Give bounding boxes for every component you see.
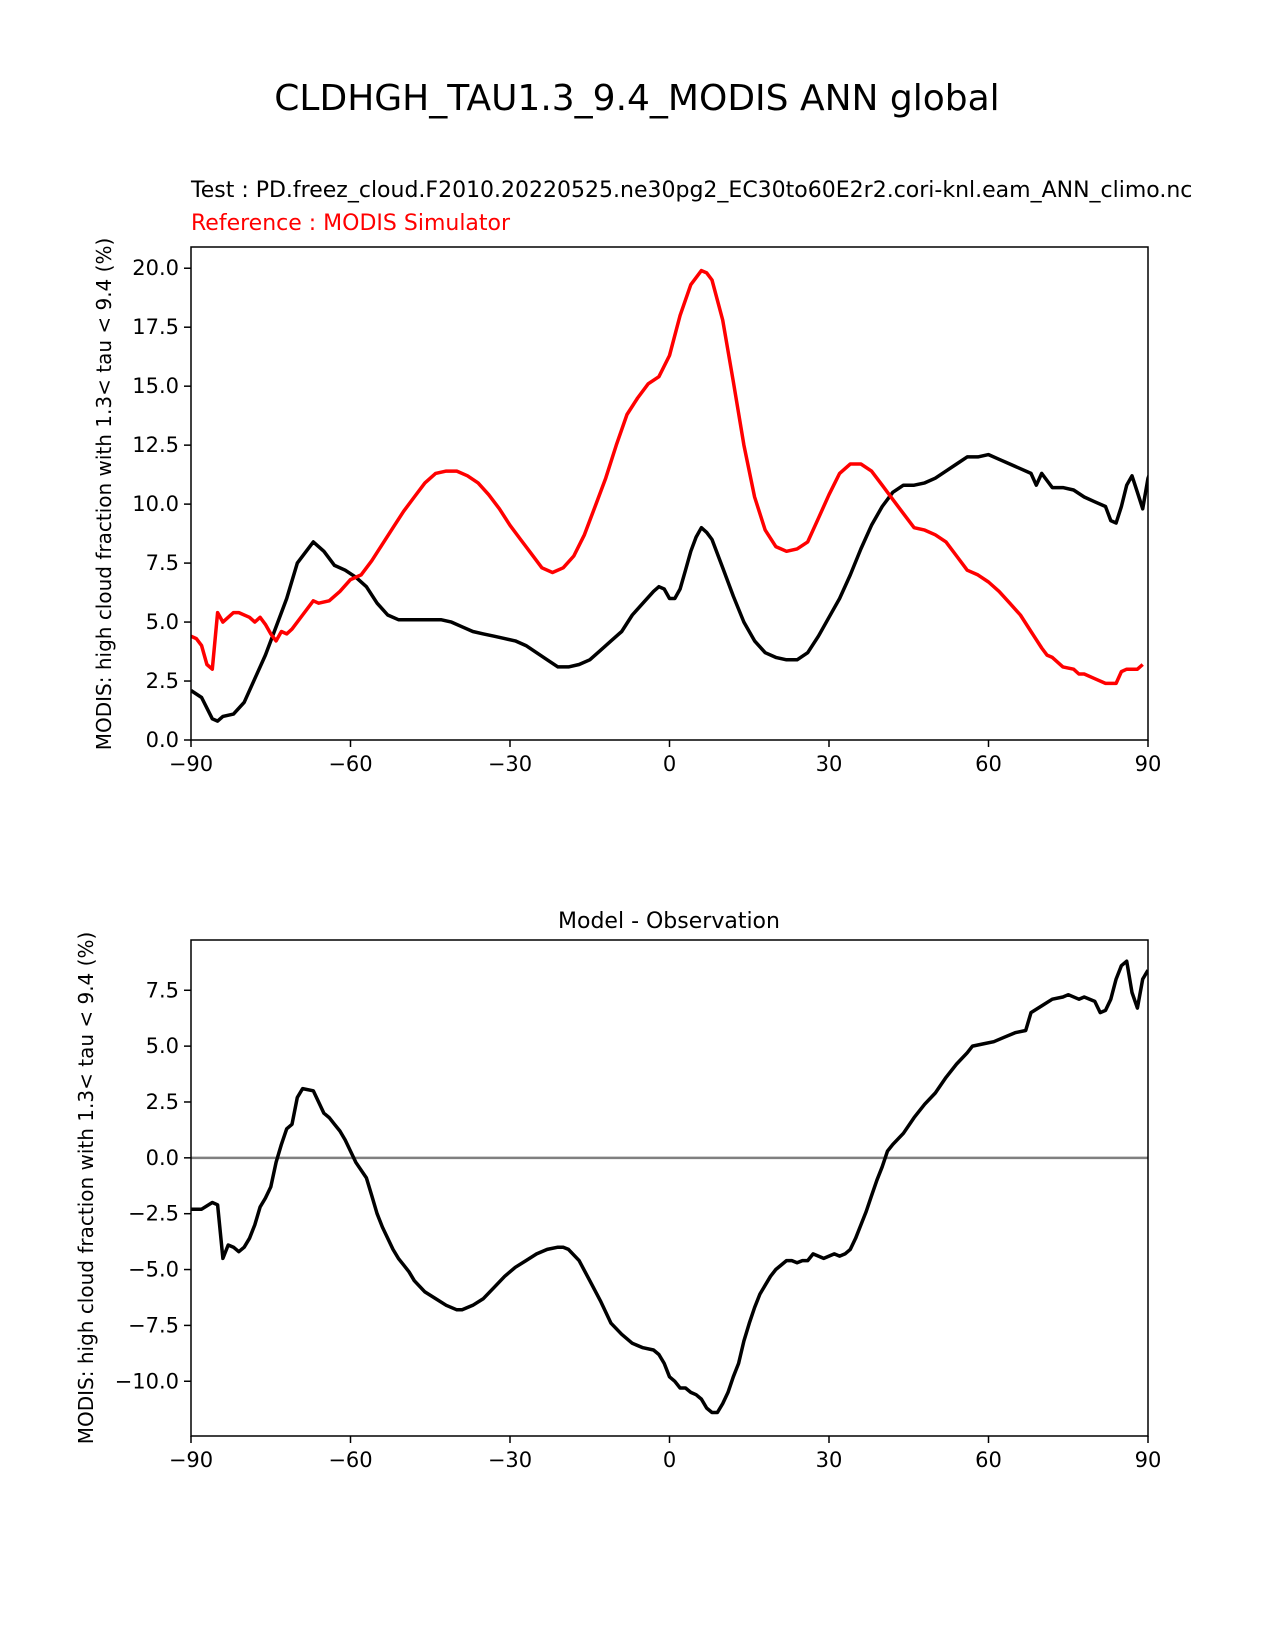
y-tick-label: 7.5 — [146, 978, 179, 1002]
top-chart: Test : PD.freez_cloud.F2010.20220525.ne3… — [92, 178, 1192, 776]
y-tick-label: 12.5 — [132, 433, 179, 457]
y-tick-label: −2.5 — [128, 1202, 179, 1226]
series-line-1 — [191, 959, 1148, 1415]
test-title: Test : PD.freez_cloud.F2010.20220525.ne3… — [190, 178, 1192, 203]
bottom-y-axis-label: MODIS: high cloud fraction with 1.3< tau… — [74, 932, 98, 1444]
y-tick-label: 20.0 — [132, 256, 179, 280]
x-tick-label: 60 — [975, 752, 1002, 776]
y-tick-label: 2.5 — [146, 669, 179, 693]
x-tick-label: 30 — [816, 752, 843, 776]
x-tick-label: −90 — [169, 1448, 213, 1472]
y-tick-label: 0.0 — [146, 728, 179, 752]
figure-suptitle: CLDHGH_TAU1.3_9.4_MODIS ANN global — [274, 78, 999, 119]
x-tick-label: −30 — [488, 1448, 532, 1472]
axes-frame — [190, 939, 1149, 1437]
y-tick-label: 15.0 — [132, 374, 179, 398]
x-tick-label: 90 — [1135, 752, 1162, 776]
reference-title: Reference : MODIS Simulator — [191, 211, 511, 236]
bottom-chart-title: Model - Observation — [558, 909, 780, 934]
x-tick-label: 30 — [816, 1448, 843, 1472]
bottom-chart: Model - Observation MODIS: high cloud fr… — [74, 909, 1161, 1472]
top-y-axis-label: MODIS: high cloud fraction with 1.3< tau… — [92, 238, 116, 750]
y-tick-label: 5.0 — [146, 1034, 179, 1058]
x-tick-label: 0 — [663, 752, 676, 776]
x-tick-label: −90 — [169, 752, 213, 776]
y-tick-label: 5.0 — [146, 610, 179, 634]
y-tick-label: 17.5 — [132, 315, 179, 339]
x-tick-label: −60 — [328, 1448, 372, 1472]
x-tick-label: −60 — [328, 752, 372, 776]
x-tick-label: 0 — [663, 1448, 676, 1472]
series-line-1 — [191, 452, 1148, 723]
axes-frame — [190, 246, 1149, 741]
x-tick-label: 90 — [1135, 1448, 1162, 1472]
y-tick-label: 10.0 — [132, 492, 179, 516]
series-line-2 — [191, 268, 1144, 686]
x-tick-label: 60 — [975, 1448, 1002, 1472]
y-tick-label: 7.5 — [146, 551, 179, 575]
y-tick-label: −5.0 — [128, 1258, 179, 1282]
y-tick-label: 2.5 — [146, 1090, 179, 1114]
x-tick-label: −30 — [488, 752, 532, 776]
y-tick-label: 0.0 — [146, 1146, 179, 1170]
y-tick-label: −7.5 — [128, 1313, 179, 1337]
y-tick-label: −10.0 — [115, 1369, 179, 1393]
